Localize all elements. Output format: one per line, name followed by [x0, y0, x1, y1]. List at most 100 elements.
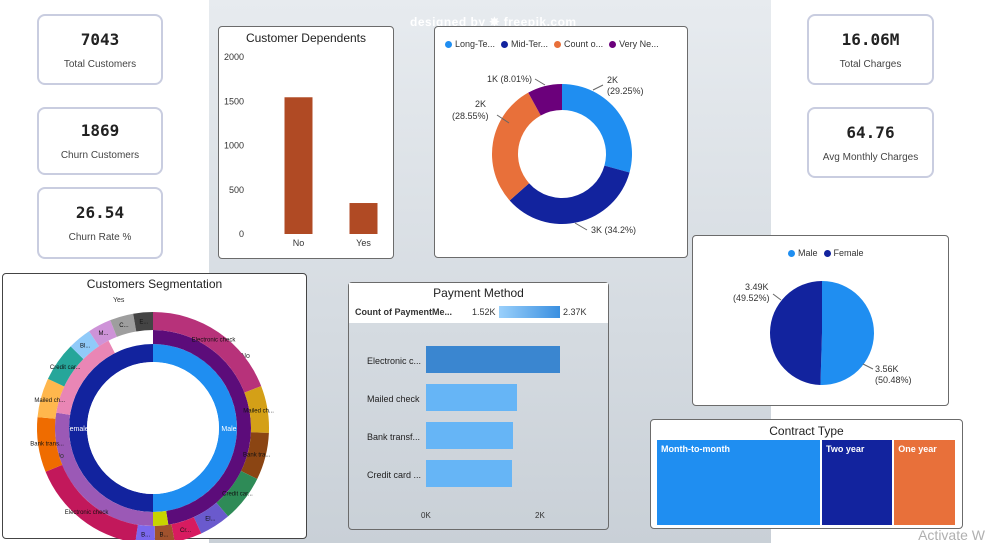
sunburst-plot: MaleFemaleYesNoYesNoElectronic checkMail… — [30, 297, 274, 540]
ring-outer-label: Bank tra... — [243, 452, 271, 458]
scale-max: 2.37K — [563, 307, 587, 317]
bar — [349, 203, 378, 234]
ring-middle-segment — [153, 330, 251, 525]
kpi-churn-customers[interactable]: 1869 Churn Customers — [37, 107, 163, 175]
kpi-value: 16.06M — [841, 29, 900, 49]
chart-legend[interactable]: Long-Te... Mid-Ter... Count o... Very Ne... — [445, 39, 659, 49]
watermark: designed by ✸ freepik.com — [410, 15, 577, 29]
ring-outer-segment — [47, 346, 84, 387]
legend-item[interactable]: Long-Te... — [445, 39, 495, 49]
ring-outer-segment — [135, 524, 155, 540]
ring-outer-segment — [70, 331, 99, 360]
leader-line — [574, 222, 588, 231]
data-label: (49.52%) — [733, 293, 770, 303]
payment-bar[interactable] — [426, 384, 518, 411]
ring-inner-segment — [153, 344, 237, 512]
ring-middle-segment — [54, 412, 153, 526]
payment-label: Credit card ... — [367, 470, 422, 480]
ring-outer-label: Mailed ch... — [34, 398, 65, 404]
kpi-total-customers[interactable]: 7043 Total Customers — [37, 14, 163, 85]
x-tick: 0K — [421, 511, 431, 520]
ring-outer-segment — [241, 432, 269, 479]
leader-line — [772, 293, 782, 301]
kpi-churn-rate[interactable]: 26.54 Churn Rate % — [37, 187, 163, 259]
payment-method-chart[interactable]: Payment Method Count of PaymentMe... 1.5… — [348, 282, 609, 530]
ring-middle-label: Yes — [113, 297, 125, 304]
bar — [284, 97, 313, 234]
ring-outer-segment — [110, 313, 137, 337]
ring-outer-label: B... — [141, 533, 150, 539]
segmentation-sunburst[interactable]: Customers Segmentation MaleFemaleYesNoYe… — [2, 273, 307, 540]
ring-middle-label: No — [55, 453, 64, 460]
chart-title: Contract Type — [769, 424, 844, 438]
dependents-plot: 2000 1500 1000 500 0 No Yes — [224, 52, 378, 248]
payment-bar[interactable] — [426, 346, 561, 373]
legend-swatch — [501, 41, 509, 49]
tenure-donut-chart[interactable]: Long-Te... Mid-Ter... Count o... Very Ne...… — [434, 26, 688, 258]
ring-outer-segment — [133, 312, 153, 332]
kpi-value: 7043 — [80, 29, 120, 49]
pie-slice — [769, 281, 822, 385]
ring-outer-label: Credit car... — [222, 492, 253, 498]
y-tick: 1500 — [224, 96, 244, 106]
x-tick: Yes — [356, 238, 371, 248]
data-label: (29.25%) — [607, 86, 644, 96]
dependents-chart[interactable]: Customer Dependents 2000 1500 1000 500 0 No Ye… — [218, 26, 394, 259]
kpi-value: 64.76 — [846, 122, 895, 142]
ring-outer-label: E... — [139, 319, 148, 325]
leader-line — [862, 363, 874, 370]
payment-label: Electronic c... — [367, 356, 422, 366]
x-tick: 2K — [535, 511, 545, 520]
ring-middle-segment — [56, 340, 115, 415]
payment-label: Mailed check — [367, 394, 420, 404]
legend-item[interactable]: Male — [788, 248, 818, 258]
ring-outer-segment — [45, 464, 138, 540]
data-label: 1K (8.01%) — [487, 74, 532, 84]
pie-slice — [820, 281, 874, 385]
payment-header — [349, 283, 608, 323]
data-label: (28.55%) — [452, 111, 489, 121]
legend-item[interactable]: Female — [823, 248, 864, 258]
legend-label: Long-Te... — [455, 39, 496, 49]
gender-pie-chart[interactable]: Male Female 3.49K (49.52%) 3.56K (50.48%) — [692, 235, 949, 406]
payment-label: Bank transf... — [367, 432, 421, 442]
donut-slice — [492, 92, 541, 201]
leader-line — [592, 84, 604, 91]
contract-cell[interactable]: Two year — [822, 440, 893, 525]
legend-item[interactable]: Very Ne... — [609, 39, 659, 49]
ring-outer-label: Electronic check — [192, 338, 237, 344]
legend-label: Count o... — [564, 39, 604, 49]
data-label: 2K — [607, 75, 618, 85]
data-label: (50.48%) — [875, 375, 912, 385]
contract-cell[interactable]: One year — [894, 440, 955, 525]
donut-slice — [562, 84, 632, 173]
y-tick: 1000 — [224, 141, 244, 151]
ring-outer-label: M... — [99, 331, 109, 337]
tenure-donut: 2K(29.25%)3K (34.2%)2K(28.55%)1K (8.01%) — [452, 74, 644, 235]
activate-windows-notice: Activate W — [918, 527, 985, 543]
legend-item[interactable]: Count o... — [554, 39, 603, 49]
gender-pie: 3.49K(49.52%) 3.56K(50.48%) — [733, 281, 912, 385]
contract-treemap: Month-to-month Two year One year — [657, 440, 957, 525]
legend-swatch — [788, 250, 795, 258]
donut-slice — [509, 165, 630, 224]
kpi-total-charges[interactable]: 16.06M Total Charges — [807, 14, 934, 85]
ring-outer-segment — [171, 517, 202, 540]
donut-slice — [528, 84, 562, 116]
x-tick: No — [293, 238, 305, 248]
contract-type-chart[interactable]: Contract Type Month-to-month Two year One … — [650, 419, 963, 529]
leader-line — [496, 114, 510, 124]
contract-cell[interactable]: Month-to-month — [657, 440, 821, 525]
leader-line — [534, 78, 546, 86]
payment-bar[interactable] — [426, 422, 514, 449]
chart-legend[interactable]: Male Female — [788, 248, 864, 258]
kpi-label: Churn Customers — [60, 150, 140, 161]
legend-label: Female — [833, 248, 864, 258]
ring-outer-label: Mailed ch... — [243, 409, 274, 415]
kpi-avg-monthly-charges[interactable]: 64.76 Avg Monthly Charges — [807, 107, 934, 178]
legend-label: Mid-Ter... — [511, 39, 549, 49]
legend-item[interactable]: Mid-Ter... — [501, 39, 548, 49]
data-label: 3.49K — [745, 282, 769, 292]
ring-outer-segment — [193, 502, 229, 534]
payment-bar[interactable] — [426, 460, 513, 487]
